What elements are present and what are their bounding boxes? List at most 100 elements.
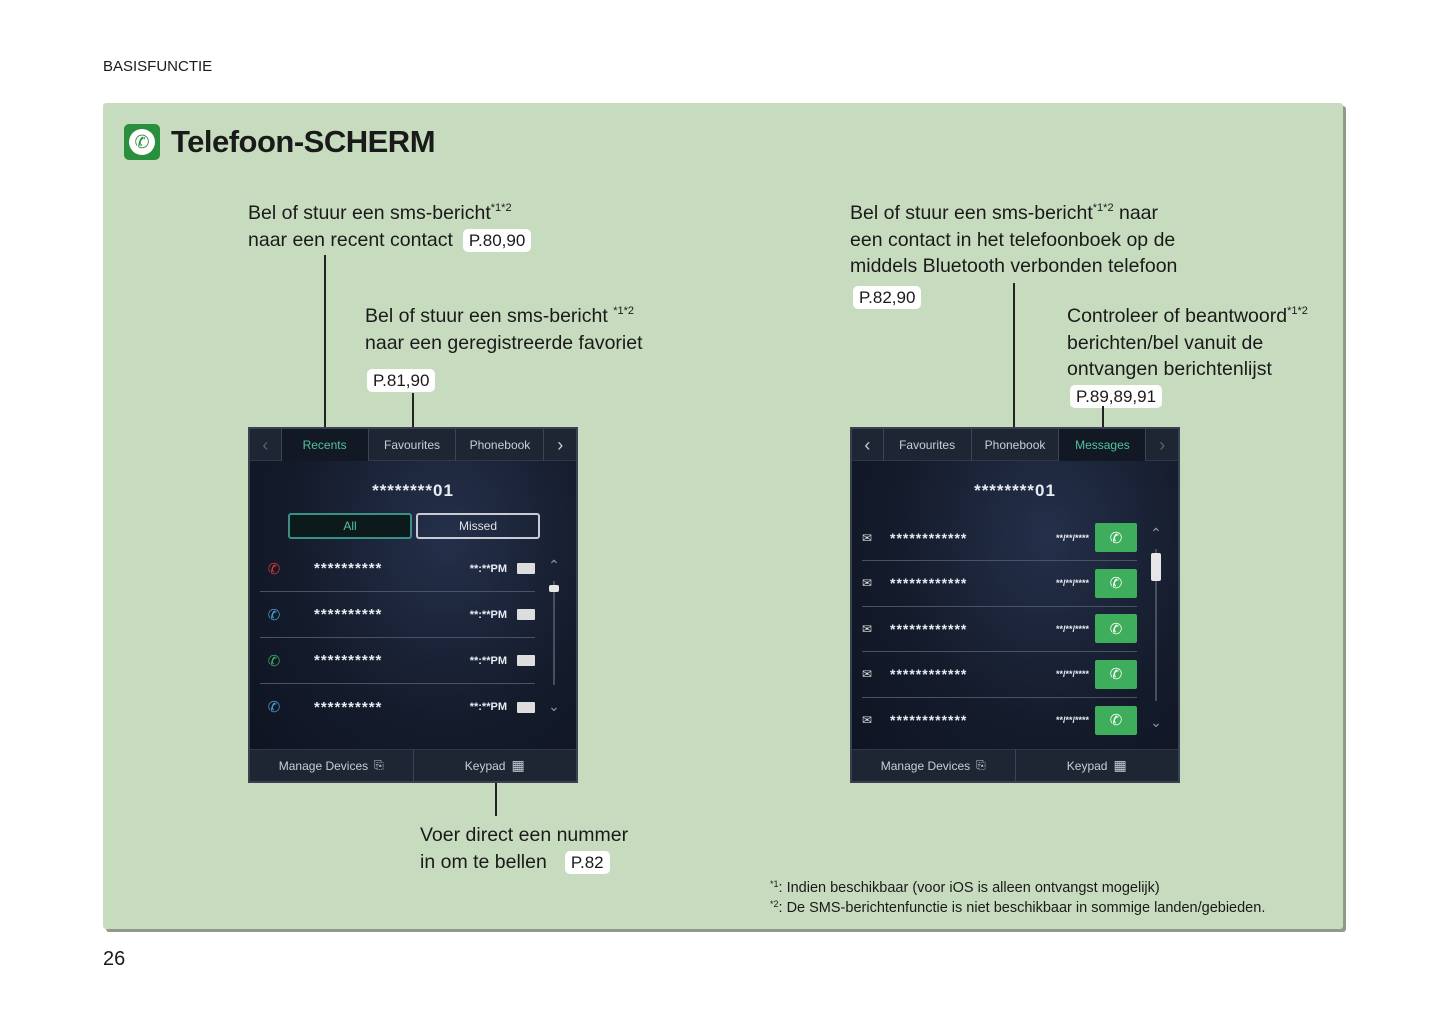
callout-text: in om te bellen: [420, 850, 547, 873]
contact-name: **********: [314, 698, 383, 716]
callout-text: middels Bluetooth verbonden telefoon: [850, 255, 1178, 277]
tab-phonebook[interactable]: Phonebook: [456, 429, 545, 461]
call-button[interactable]: ✆: [1095, 523, 1137, 552]
page-ref-badge: P.80,90: [462, 228, 532, 252]
message-date: **/**/****: [1055, 532, 1089, 543]
scrollbar[interactable]: ⌃ ⌄: [544, 557, 564, 715]
page-title: Telefoon-SCHERM: [171, 124, 436, 159]
call-button[interactable]: ✆: [1095, 568, 1137, 598]
call-time: **:**PM: [469, 608, 507, 621]
read-message-icon: ✉: [862, 713, 873, 727]
button-label: Manage Devices: [880, 758, 971, 773]
call-button[interactable]: ✆: [1095, 705, 1137, 735]
chevron-up-icon[interactable]: ⌃: [548, 557, 560, 573]
section-header: BASISFUNCTIE: [103, 58, 213, 75]
unread-message-icon: ✉: [862, 530, 873, 545]
call-log-row[interactable]: ✆ ********** **:**PM: [260, 592, 535, 638]
message-row[interactable]: ✉ ************ **/**/**** ✆: [862, 515, 1137, 561]
contact-name: ************: [890, 712, 968, 728]
tab-bar: ‹ Favourites Phonebook Messages ›: [852, 429, 1178, 461]
call-time: **:**PM: [469, 562, 507, 575]
manage-devices-button[interactable]: Manage Devices ⎘: [250, 750, 413, 781]
page-ref-badge: P.89,89,91: [1070, 384, 1163, 408]
callout-keypad: Voer direct een nummer in om te bellen P.…: [420, 822, 628, 875]
device-icon: ⎘: [374, 758, 384, 772]
bottom-bar: Manage Devices ⎘ Keypad ▦: [250, 749, 576, 781]
callout-phonebook: Bel of stuur een sms-bericht*1*2 naar ee…: [850, 195, 1177, 310]
read-message-icon: ✉: [862, 667, 873, 681]
callout-favourites: Bel of stuur een sms-bericht *1*2 naar e…: [365, 298, 643, 394]
call-button[interactable]: ✆: [1095, 659, 1137, 689]
page-ref-badge: P.81,90: [367, 369, 436, 392]
message-date: **/**/****: [1055, 623, 1089, 634]
call-time: **:**PM: [469, 701, 507, 713]
keypad-button[interactable]: Keypad ▦: [412, 750, 577, 781]
footnote-mark: *1*2: [1287, 305, 1308, 317]
tab-favourites[interactable]: Favourites: [369, 429, 457, 461]
contact-name: **********: [314, 560, 383, 577]
contact-name: ************: [890, 620, 968, 637]
chevron-down-icon[interactable]: ⌄: [548, 698, 560, 714]
leader-line: [495, 780, 497, 816]
phone-number: ********01: [372, 481, 454, 500]
message-row[interactable]: ✉ ************ **/**/**** ✆: [862, 606, 1137, 652]
contact-name: **********: [314, 652, 383, 669]
sms-icon[interactable]: [517, 563, 535, 574]
recents-screen: ‹ Recents Favourites Phonebook › *******…: [248, 427, 578, 783]
message-date: **/**/****: [1055, 578, 1089, 588]
tab-phonebook[interactable]: Phonebook: [972, 429, 1060, 461]
footnote-2: *2: De SMS-berichtenfunctie is niet besc…: [770, 899, 1265, 916]
phone-icon: ✆: [1109, 575, 1123, 592]
tab-recents[interactable]: Recents: [281, 429, 369, 461]
callout-text: naar een geregistreerde favoriet: [365, 331, 643, 354]
keypad-grid-icon: ▦: [511, 757, 525, 773]
leader-line: [1102, 406, 1104, 433]
messages-screen: ‹ Favourites Phonebook Messages › ******…: [850, 427, 1180, 783]
callout-text: Voer direct een nummer: [420, 824, 629, 846]
callout-text: Bel of stuur een sms-bericht: [248, 202, 491, 224]
sms-icon[interactable]: [517, 655, 535, 666]
contact-name: ************: [890, 529, 968, 546]
call-log-row[interactable]: ✆ ********** **:**PM: [260, 546, 535, 592]
filter-missed-button[interactable]: Missed: [416, 513, 540, 539]
button-label: Keypad: [1066, 758, 1108, 773]
message-row[interactable]: ✉ ************ **/**/**** ✆: [862, 697, 1137, 743]
chevron-left-icon[interactable]: ‹: [852, 429, 884, 461]
scrollbar[interactable]: ⌃ ⌄: [1146, 525, 1166, 731]
sms-icon[interactable]: [517, 701, 535, 713]
call-log-row[interactable]: ✆ ********** **:**PM: [260, 684, 535, 730]
button-label: Keypad: [464, 758, 506, 773]
call-log-row[interactable]: ✆ ********** **:**PM: [260, 638, 535, 684]
incoming-call-icon: ✆: [267, 606, 281, 624]
outgoing-call-icon: ✆: [267, 652, 281, 670]
callout-recents: Bel of stuur een sms-bericht*1*2 naar ee…: [248, 195, 532, 253]
chevron-down-icon[interactable]: ⌄: [1150, 714, 1162, 730]
tab-favourites[interactable]: Favourites: [884, 429, 972, 461]
read-message-icon: ✉: [862, 576, 873, 590]
callout-messages: Controleer of beantwoord*1*2 berichten/b…: [1067, 298, 1308, 409]
chevron-up-icon[interactable]: ⌃: [1150, 525, 1162, 541]
sms-icon[interactable]: [517, 609, 535, 620]
filter-all-button[interactable]: All: [288, 513, 412, 539]
read-message-icon: ✉: [862, 621, 873, 636]
bottom-bar: Manage Devices ⎘ Keypad ▦: [852, 749, 1178, 781]
manage-devices-button[interactable]: Manage Devices ⎘: [852, 750, 1015, 781]
scroll-thumb[interactable]: [1151, 553, 1161, 581]
chevron-left-icon[interactable]: ‹: [250, 429, 282, 461]
message-row[interactable]: ✉ ************ **/**/**** ✆: [862, 561, 1137, 607]
chevron-right-icon[interactable]: ›: [1159, 434, 1166, 455]
contact-name: **********: [314, 606, 383, 623]
phone-icon: ✆: [1109, 529, 1123, 547]
callout-text: een contact in het telefoonboek op de: [850, 228, 1176, 251]
callout-text: ontvangen berichtenlijst: [1067, 358, 1272, 380]
chevron-right-icon[interactable]: ›: [557, 434, 564, 455]
footnote-mark: *1: [770, 879, 779, 889]
keypad-button[interactable]: Keypad ▦: [1014, 750, 1179, 781]
footnote-1: *1: Indien beschikbaar (voor iOS is alle…: [770, 879, 1160, 896]
scroll-thumb[interactable]: [549, 585, 559, 592]
page-number: 26: [103, 948, 126, 970]
message-row[interactable]: ✉ ************ **/**/**** ✆: [862, 652, 1137, 698]
tab-messages[interactable]: Messages: [1059, 429, 1147, 461]
keypad-grid-icon: ▦: [1113, 757, 1127, 773]
call-button[interactable]: ✆: [1095, 614, 1137, 643]
